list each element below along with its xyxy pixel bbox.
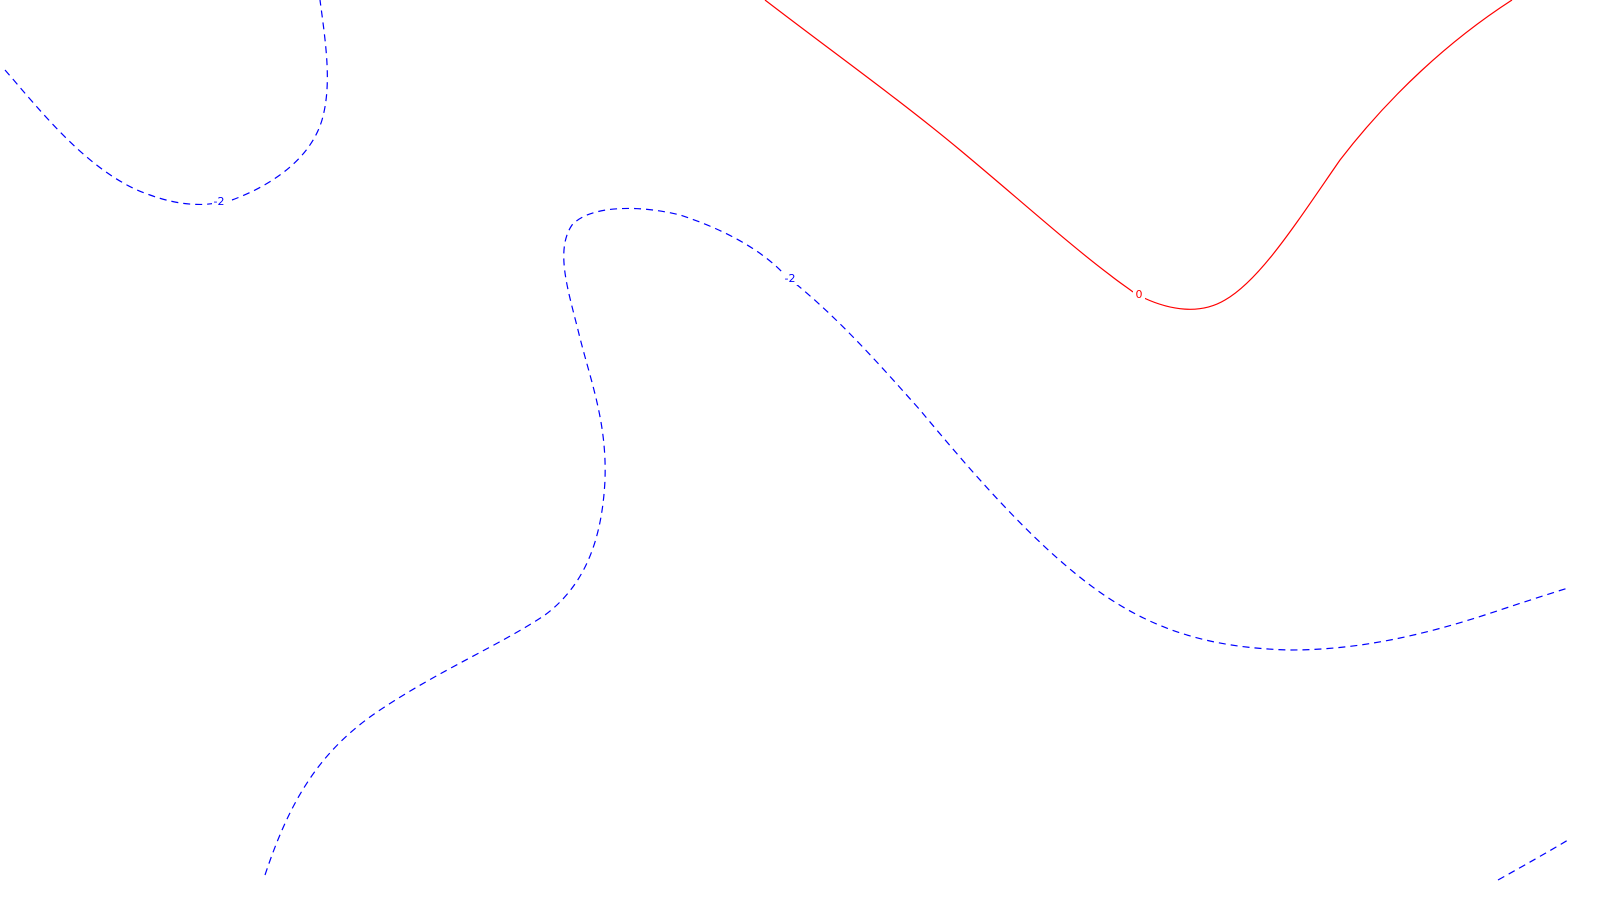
contour-line-neg2-upper-left-right-part (231, 0, 328, 201)
contour-label-neg2-center: -2 (785, 272, 796, 285)
contour-line-bottom-right (1497, 839, 1569, 881)
contour-label-bg (212, 195, 228, 208)
contour-line-zero-left (764, 0, 1134, 293)
contour-line-neg2-center-lower (264, 207, 786, 876)
contour-line-neg2-upper-left (4, 69, 223, 206)
contour-label-bg (780, 272, 798, 285)
contour-line-neg2-center-upper (795, 283, 1569, 651)
contour-label-bg (1133, 288, 1145, 301)
contour-label-zero: 0 (1136, 288, 1143, 301)
contour-line-zero-right (1143, 0, 1513, 310)
contour-label-neg2-upper-left: -2 (214, 195, 225, 208)
